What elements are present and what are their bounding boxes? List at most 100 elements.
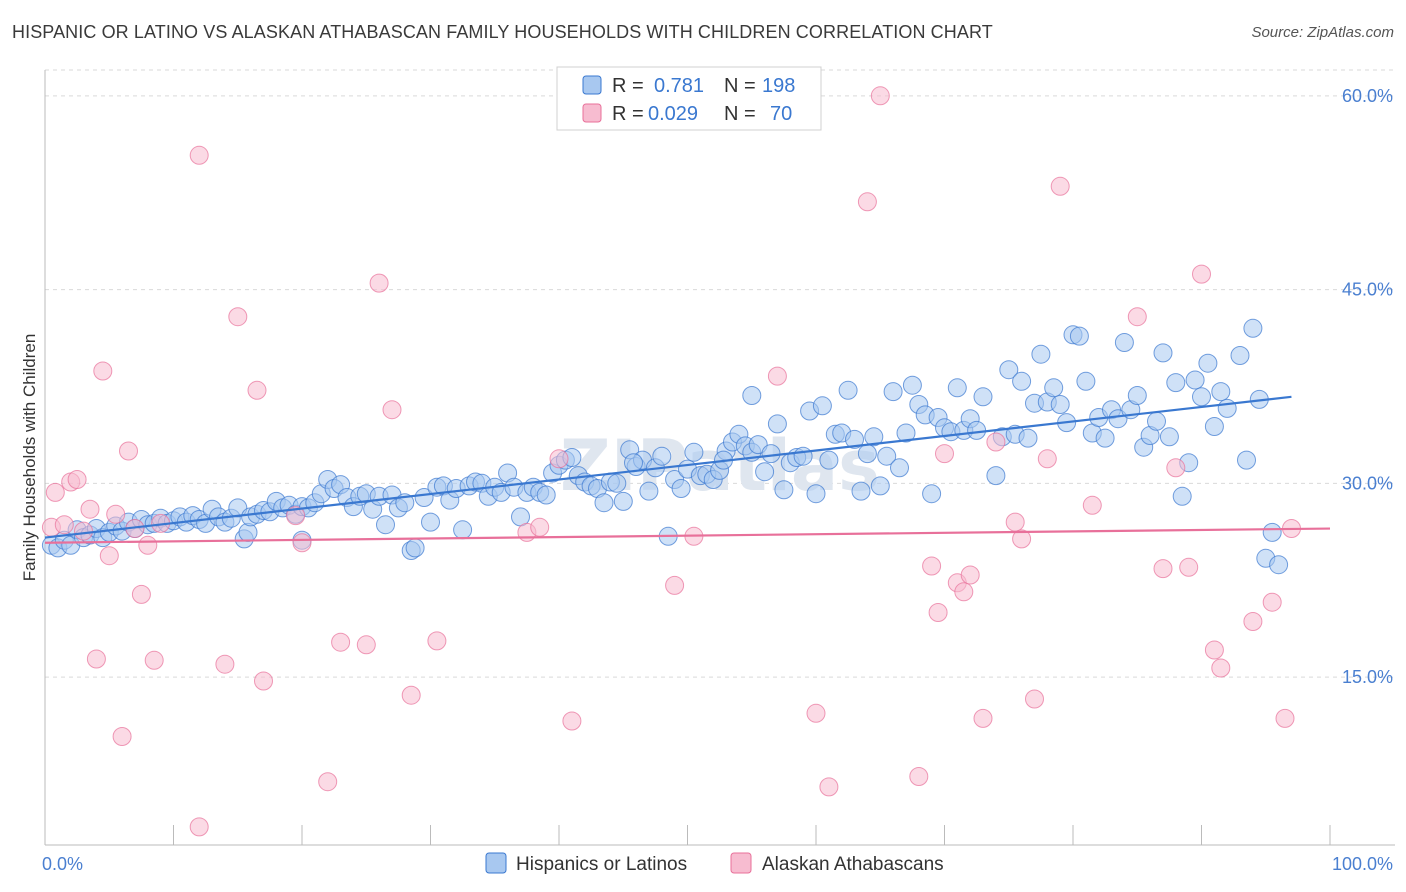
point-hispanics	[999, 360, 1019, 380]
point-hispanics	[845, 429, 864, 449]
point-athabascan	[286, 506, 306, 526]
point-athabascan	[401, 685, 421, 705]
legend-n-label-1: N =	[724, 75, 756, 97]
x-tick-label-min: 0.0%	[42, 854, 83, 874]
point-athabascan	[960, 565, 980, 585]
point-hispanics	[1192, 387, 1211, 407]
y-tick-label-30: 30.0%	[1342, 473, 1393, 493]
stats-legend: R = 0.781 N = 198 R = 0.029 N = 70	[556, 66, 822, 131]
point-athabascan	[665, 575, 685, 595]
legend-n-value-1: 198	[762, 75, 795, 97]
point-hispanics	[774, 480, 794, 500]
point-athabascan	[857, 192, 877, 212]
point-athabascan	[922, 556, 942, 576]
point-hispanics	[755, 462, 775, 482]
point-hispanics	[1114, 333, 1134, 352]
point-hispanics	[851, 481, 871, 501]
point-hispanics	[973, 387, 993, 407]
point-athabascan	[106, 504, 126, 524]
point-athabascan	[1275, 708, 1295, 728]
point-athabascan	[806, 703, 826, 723]
point-hispanics	[838, 380, 858, 400]
point-athabascan	[1037, 449, 1057, 469]
point-athabascan	[909, 767, 929, 786]
point-athabascan	[189, 817, 209, 837]
point-hispanics	[864, 427, 884, 447]
point-athabascan	[549, 449, 569, 469]
legend-swatch-hispanics	[485, 852, 507, 874]
point-hispanics	[1237, 450, 1256, 470]
point-hispanics	[1012, 371, 1032, 391]
point-hispanics	[1050, 395, 1070, 414]
point-athabascan	[1262, 592, 1282, 612]
y-tick-label-45: 45.0%	[1342, 280, 1393, 300]
point-athabascan	[80, 499, 100, 519]
point-hispanics	[536, 485, 556, 505]
point-athabascan	[1082, 495, 1102, 515]
point-athabascan	[144, 650, 164, 670]
point-hispanics	[1166, 373, 1186, 393]
point-hispanics	[1262, 522, 1282, 542]
point-athabascan	[530, 517, 550, 537]
point-athabascan	[356, 635, 376, 655]
point-athabascan	[935, 444, 954, 464]
point-hispanics	[896, 423, 916, 443]
y-tick-label-60: 60.0%	[1342, 86, 1393, 106]
trend-line-athabascan	[44, 527, 1331, 544]
point-hispanics	[922, 484, 942, 504]
point-hispanics	[1044, 378, 1064, 398]
point-athabascan	[189, 145, 209, 165]
point-athabascan	[1204, 640, 1224, 660]
point-hispanics	[806, 484, 826, 504]
point-athabascan	[1012, 529, 1032, 549]
legend-swatch-athabascans	[730, 852, 752, 874]
point-athabascan	[1192, 264, 1211, 284]
point-athabascan	[954, 582, 974, 602]
point-athabascan	[1243, 612, 1263, 631]
point-athabascan	[119, 441, 138, 461]
point-hispanics	[639, 481, 659, 501]
point-athabascan	[86, 649, 106, 669]
point-hispanics	[857, 444, 877, 464]
point-athabascan	[215, 654, 235, 674]
point-hispanics	[1269, 555, 1289, 575]
trend-line-hispanics	[44, 395, 1292, 539]
point-athabascan	[74, 521, 93, 541]
point-hispanics	[405, 538, 425, 558]
point-hispanics	[767, 414, 787, 434]
point-hispanics	[1159, 427, 1179, 447]
point-athabascan	[1025, 689, 1044, 709]
point-athabascan	[93, 361, 113, 381]
point-hispanics	[1127, 386, 1147, 405]
chart-title: HISPANIC OR LATINO VS ALASKAN ATHABASCAN…	[12, 22, 993, 42]
point-hispanics	[613, 491, 633, 511]
point-hispanics	[1147, 411, 1166, 431]
point-athabascan	[1179, 557, 1199, 577]
point-hispanics	[1076, 371, 1096, 391]
series-athabascan-points	[41, 86, 1301, 837]
point-athabascan	[369, 273, 389, 293]
point-hispanics	[624, 453, 643, 473]
legend-r-label-2: R =	[612, 103, 644, 125]
point-athabascan	[1166, 458, 1186, 478]
point-hispanics	[819, 450, 839, 470]
point-athabascan	[870, 86, 890, 106]
legend-r-value-1: 0.781	[654, 75, 704, 97]
point-hispanics	[902, 375, 922, 395]
point-athabascan	[382, 400, 402, 420]
point-hispanics	[812, 396, 832, 416]
point-hispanics	[1243, 318, 1263, 338]
point-hispanics	[1211, 382, 1231, 402]
point-hispanics	[376, 515, 395, 535]
point-hispanics	[1031, 344, 1051, 364]
point-hispanics	[671, 479, 691, 498]
point-athabascan	[54, 515, 74, 535]
point-hispanics	[684, 442, 704, 462]
point-hispanics	[761, 444, 781, 464]
point-hispanics	[870, 476, 890, 496]
legend-swatch-pink	[582, 103, 602, 123]
legend-r-value-2: 0.029	[648, 103, 698, 125]
source-credit: Source: ZipAtlas.com	[1251, 24, 1394, 41]
point-hispanics	[414, 488, 434, 507]
